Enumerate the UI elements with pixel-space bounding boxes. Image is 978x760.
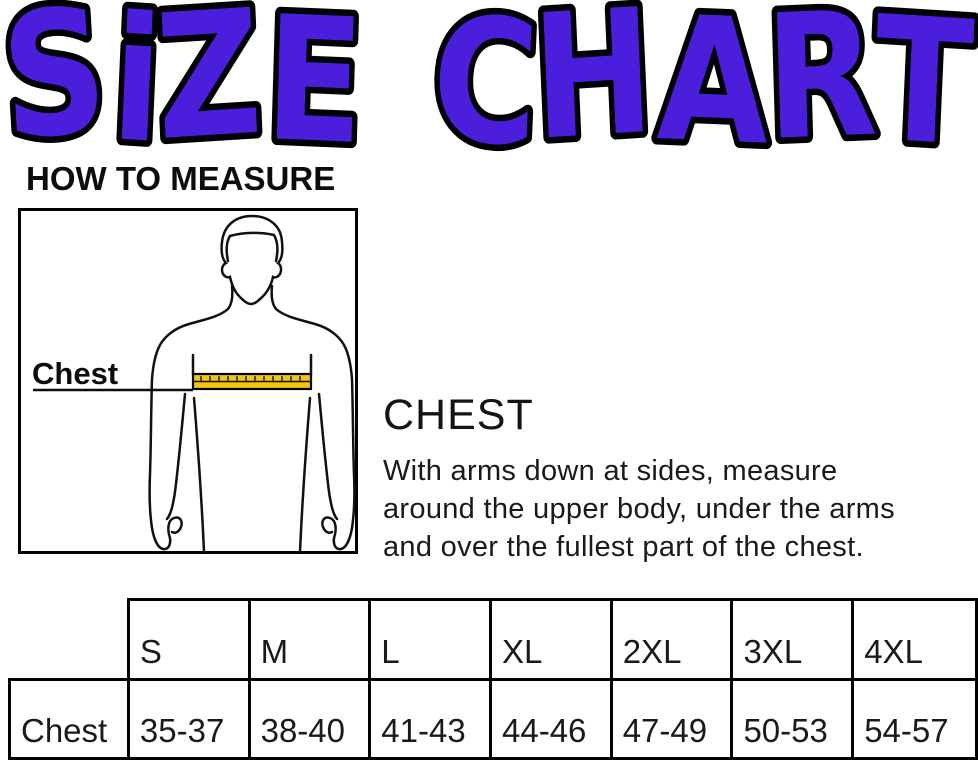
right-thumb-path — [321, 516, 337, 540]
size-table: S M L XL 2XL 3XL 4XL Chest 35-37 38-40 4… — [8, 598, 978, 760]
head-outline-path — [220, 214, 284, 306]
size-table-chest-row: Chest 35-37 38-40 41-43 44-46 47-49 50-5… — [8, 678, 978, 760]
chest-instructions: CHEST With arms down at sides, measure a… — [383, 392, 978, 566]
size-col-header: L — [368, 598, 492, 681]
right-inner-arm-path — [317, 392, 339, 521]
right-torso-side-path — [298, 396, 312, 554]
hairline-path — [225, 231, 279, 263]
size-col-header: S — [126, 598, 251, 681]
size-table-header-row: S M L XL 2XL 3XL 4XL — [10, 598, 978, 681]
measuring-tape-ticks — [200, 376, 301, 381]
instructions-line: With arms down at sides, measure — [383, 455, 838, 487]
chest-range-cell: 35-37 — [126, 678, 251, 760]
size-col-header: XL — [489, 598, 613, 681]
chest-diagram-label: Chest — [32, 356, 118, 391]
how-to-measure-heading: HOW TO MEASURE — [26, 160, 336, 197]
chest-range-cell: 44-46 — [489, 678, 613, 760]
chest-range-cell: 50-53 — [730, 678, 855, 760]
right-shoulder-arm-path — [270, 284, 356, 551]
chest-range-cell: 47-49 — [609, 678, 734, 760]
left-torso-side-path — [192, 396, 206, 554]
size-col-header: 3XL — [730, 598, 855, 681]
left-thumb-path — [167, 516, 183, 540]
size-col-header: 2XL — [609, 598, 734, 681]
instructions-line: and over the fullest part of the chest. — [383, 531, 864, 563]
chest-range-cell: 38-40 — [247, 678, 372, 760]
chest-instructions-body: With arms down at sides, measure around … — [383, 452, 978, 566]
chest-instructions-heading: CHEST — [383, 391, 534, 439]
size-col-header: M — [247, 598, 372, 681]
chest-range-cell: 41-43 — [368, 678, 492, 760]
measuring-tape — [191, 372, 313, 391]
blank-cell — [10, 600, 129, 680]
left-shoulder-arm-path — [148, 284, 234, 551]
row-label-chest: Chest — [8, 678, 130, 760]
left-inner-arm-path — [165, 392, 187, 521]
title-word-size: SiZE — [0, 0, 368, 155]
chest-range-cell: 54-57 — [851, 678, 978, 760]
instructions-line: around the upper body, under the arms — [383, 493, 895, 525]
size-col-header: 4XL — [851, 598, 978, 681]
size-chart-title: SiZE CHART — [0, 0, 978, 155]
measurement-diagram: Chest — [18, 208, 358, 554]
title-word-chart: CHART — [428, 0, 978, 155]
male-torso-outline-figure — [148, 214, 356, 554]
